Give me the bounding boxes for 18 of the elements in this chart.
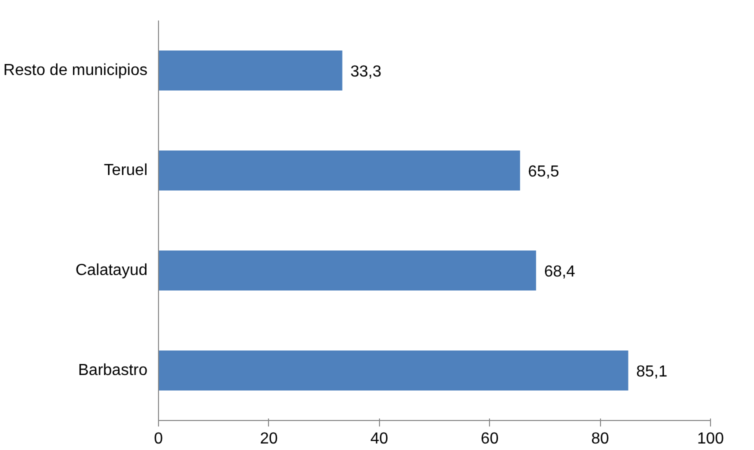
data-label: 33,3 [350, 64, 382, 80]
bar [158, 50, 342, 90]
data-label: 65,5 [528, 164, 560, 180]
x-tick-label: 100 [697, 430, 724, 448]
x-tick-label: 20 [260, 430, 278, 448]
y-tick-label: Resto de municipios [3, 62, 148, 79]
y-tick-label: Calatayud [75, 262, 148, 279]
bar [158, 350, 628, 390]
data-label: 85,1 [636, 364, 668, 380]
bar [158, 150, 520, 190]
x-tick-label: 0 [154, 430, 164, 448]
y-tick-label: Barbastro [78, 362, 148, 379]
x-tick-label: 40 [370, 430, 388, 448]
bar [158, 250, 536, 290]
x-tick-label: 60 [480, 430, 499, 448]
y-tick-label: Teruel [104, 162, 148, 179]
data-label: 68,4 [544, 264, 576, 280]
x-tick-label: 80 [591, 430, 610, 448]
